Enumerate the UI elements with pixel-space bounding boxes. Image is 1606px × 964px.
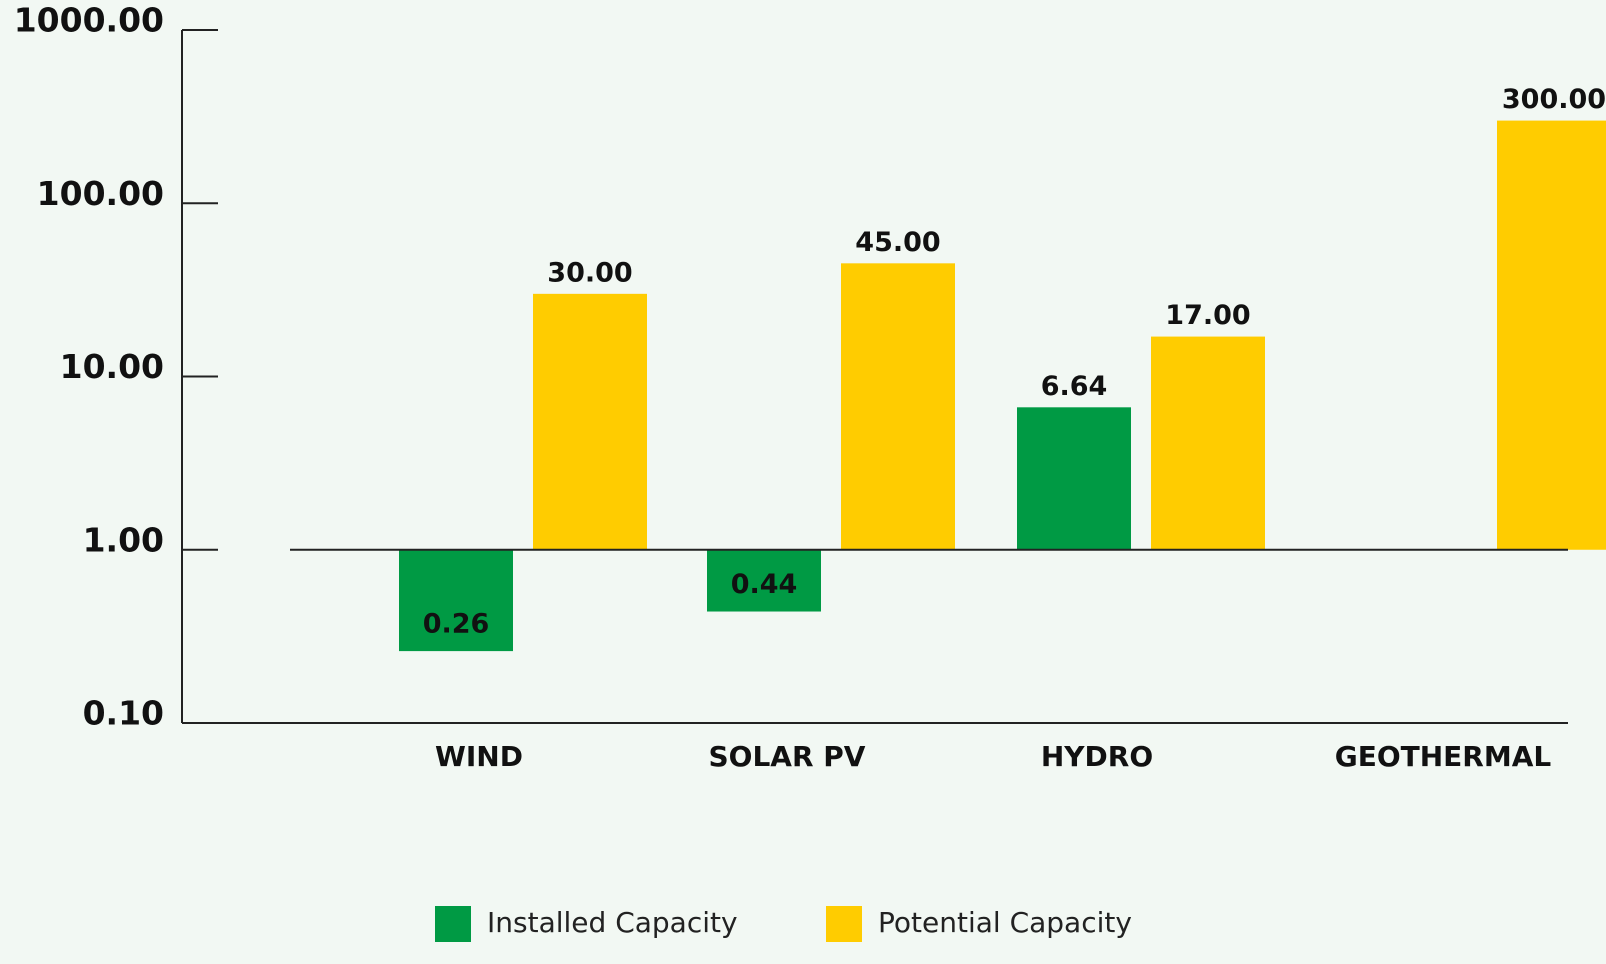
- bar: [841, 263, 955, 550]
- x-tick-label: SOLAR PV: [709, 740, 866, 773]
- bar: [399, 549, 513, 652]
- legend-label: Installed Capacity: [487, 906, 738, 939]
- legend-swatch: [826, 906, 862, 942]
- x-tick-label: GEOTHERMAL: [1335, 740, 1552, 773]
- value-label: 6.64: [1041, 371, 1108, 402]
- x-tick-label: HYDRO: [1041, 740, 1153, 773]
- bar: [707, 549, 821, 612]
- bar: [1151, 336, 1265, 550]
- bar: [533, 293, 647, 550]
- y-tick-label: 0.10: [83, 694, 164, 733]
- value-label: 300.00: [1502, 84, 1606, 115]
- bar: [1017, 407, 1131, 550]
- x-tick-label: WIND: [435, 740, 523, 773]
- legend-swatch: [435, 906, 471, 942]
- y-tick-label: 10.00: [60, 347, 164, 386]
- bar: [1497, 120, 1606, 550]
- value-label: 0.44: [731, 569, 798, 600]
- y-tick-label: 1000.00: [14, 1, 164, 40]
- value-label: 30.00: [547, 257, 632, 288]
- value-label: 0.26: [423, 609, 490, 640]
- value-label: 45.00: [855, 227, 940, 258]
- legend-label: Potential Capacity: [878, 906, 1132, 939]
- y-tick-label: 100.00: [37, 174, 164, 213]
- value-label: 17.00: [1165, 300, 1250, 331]
- y-tick-label: 1.00: [83, 520, 164, 559]
